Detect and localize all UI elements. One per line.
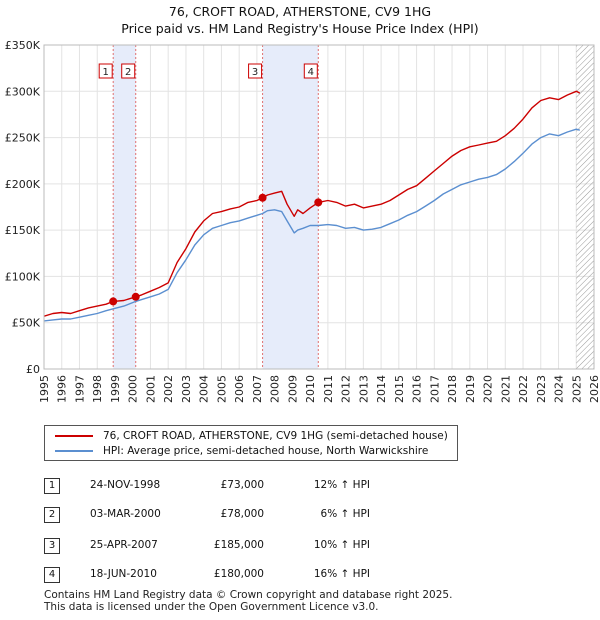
legend: 76, CROFT ROAD, ATHERSTONE, CV9 1HG (sem…: [44, 425, 458, 461]
x-tick-label: 2016: [411, 375, 424, 403]
sale-price: £78,000: [220, 508, 264, 520]
sale-hpi-diff: 10% ↑ HPI: [313, 539, 370, 551]
legend-swatch-hpi: [55, 450, 93, 452]
forecast-hatch: [576, 45, 594, 369]
legend-swatch-property: [55, 435, 93, 437]
x-tick-label: 2014: [375, 375, 388, 403]
x-tick-label: 2001: [144, 375, 157, 403]
sale-label-number: 4: [308, 67, 314, 78]
sale-price: £180,000: [213, 568, 264, 580]
sale-point: [258, 193, 267, 202]
sale-row: 2 03-MAR-2000 £78,000 6% ↑ HPI: [0, 507, 600, 527]
legend-label-hpi: HPI: Average price, semi-detached house,…: [103, 445, 429, 457]
sale-label-number: 1: [103, 67, 109, 78]
y-tick-label: £150K: [5, 224, 41, 237]
legend-item-property: 76, CROFT ROAD, ATHERSTONE, CV9 1HG (sem…: [55, 429, 448, 443]
footer-line: Contains HM Land Registry data © Crown c…: [44, 589, 453, 601]
hpi-line: [44, 128, 580, 322]
x-tick-label: 2012: [340, 375, 353, 403]
sale-number-badge: 3: [44, 538, 60, 554]
sale-price: £73,000: [220, 479, 264, 491]
x-tick-label: 2025: [570, 375, 583, 403]
x-tick-label: 2008: [269, 375, 282, 403]
x-tick-label: 2019: [464, 375, 477, 403]
x-tick-label: 2006: [233, 375, 246, 403]
x-tick-label: 2013: [357, 375, 370, 403]
series-lines: [44, 90, 581, 322]
y-tick-label: £300K: [5, 85, 41, 98]
axes: 1995 1996 1997 1998 1999 2000 2001 2002 2003 2004…: [5, 39, 600, 403]
chart-title: 76, CROFT ROAD, ATHERSTONE, CV9 1HG: [168, 4, 432, 19]
sale-date: 24-NOV-1998: [90, 479, 161, 491]
sale-date: 25-APR-2007: [90, 539, 158, 551]
x-tick-label: 2010: [304, 375, 317, 403]
x-tick-label: 2021: [499, 375, 512, 403]
shaded-period: [262, 45, 319, 369]
legend-label-property: 76, CROFT ROAD, ATHERSTONE, CV9 1HG (sem…: [103, 430, 448, 442]
sale-date: 03-MAR-2000: [90, 508, 161, 520]
sale-number-badge: 4: [44, 567, 60, 583]
x-tick-label: 2020: [482, 375, 495, 403]
plot-frame: [43, 44, 595, 370]
sale-number-badge: 1: [44, 478, 60, 494]
y-tick-label: £50K: [12, 317, 41, 330]
y-tick-label: £100K: [5, 270, 41, 283]
x-tick-label: 2004: [198, 375, 211, 403]
y-tick-label: £350K: [5, 39, 41, 52]
x-tick-label: 1997: [73, 375, 86, 403]
sale-label-box: [121, 63, 136, 79]
x-tick-label: 2022: [517, 375, 530, 403]
x-tick-label: 2026: [588, 375, 600, 403]
sale-label-box: [303, 63, 318, 79]
x-tick-label: 2024: [553, 375, 566, 403]
sale-row: 1 24-NOV-1998 £73,000 12% ↑ HPI: [0, 478, 600, 498]
y-tick-label: £200K: [5, 178, 41, 191]
x-tick-label: 2003: [180, 375, 193, 403]
sale-label-box: [248, 63, 263, 79]
x-tick-label: 1999: [109, 375, 122, 403]
footer-line: This data is licensed under the Open Gov…: [44, 601, 379, 613]
sale-markers: [109, 193, 323, 306]
x-tick-label: 2000: [127, 375, 140, 403]
x-tick-label: 1998: [91, 375, 104, 403]
sale-date-lines: [112, 45, 319, 369]
sale-hpi-diff: 12% ↑ HPI: [313, 479, 370, 491]
sale-hpi-diff: 6% ↑ HPI: [320, 508, 370, 520]
shaded-periods: [113, 45, 594, 369]
x-tick-label: 2007: [251, 375, 264, 403]
x-tick-label: 2015: [393, 375, 406, 403]
x-tick-label: 2023: [535, 375, 548, 403]
sale-hpi-diff: 16% ↑ HPI: [313, 568, 370, 580]
sale-label-number: 2: [125, 67, 131, 78]
sale-labels: 1 2 3 4: [98, 63, 318, 79]
shaded-period: [113, 45, 136, 369]
legend-item-hpi: HPI: Average price, semi-detached house,…: [55, 444, 428, 458]
x-tick-label: 2011: [322, 375, 335, 403]
sale-row: 3 25-APR-2007 £185,000 10% ↑ HPI: [0, 538, 600, 558]
property-price-line: [44, 90, 581, 317]
footer-attribution: Contains HM Land Registry data © Crown c…: [44, 589, 452, 613]
sale-point: [314, 198, 323, 207]
y-tick-label: £0: [26, 363, 40, 376]
x-tick-label: 2009: [286, 375, 299, 403]
sale-date: 18-JUN-2010: [90, 568, 157, 580]
sale-row: 4 18-JUN-2010 £180,000 16% ↑ HPI: [0, 567, 600, 587]
y-tick-label: £250K: [5, 132, 41, 145]
x-tick-label: 2002: [162, 375, 175, 403]
x-tick-label: 2017: [428, 375, 441, 403]
sale-label-number: 3: [252, 67, 258, 78]
sale-label-box: [98, 63, 113, 79]
sale-point: [109, 297, 118, 306]
x-tick-label: 2018: [446, 375, 459, 403]
sale-price: £185,000: [213, 539, 264, 551]
x-tick-label: 2005: [215, 375, 228, 403]
x-tick-label: 1996: [56, 375, 69, 403]
x-tick-label: 1995: [38, 375, 51, 403]
sale-number-badge: 2: [44, 507, 60, 523]
chart-subtitle: Price paid vs. HM Land Registry's House …: [121, 21, 479, 36]
sale-point: [131, 292, 140, 301]
price-chart: 1 2 3 4 1995 1996 1997 1998 1999 2000 2001 2002 200…: [5, 39, 600, 403]
